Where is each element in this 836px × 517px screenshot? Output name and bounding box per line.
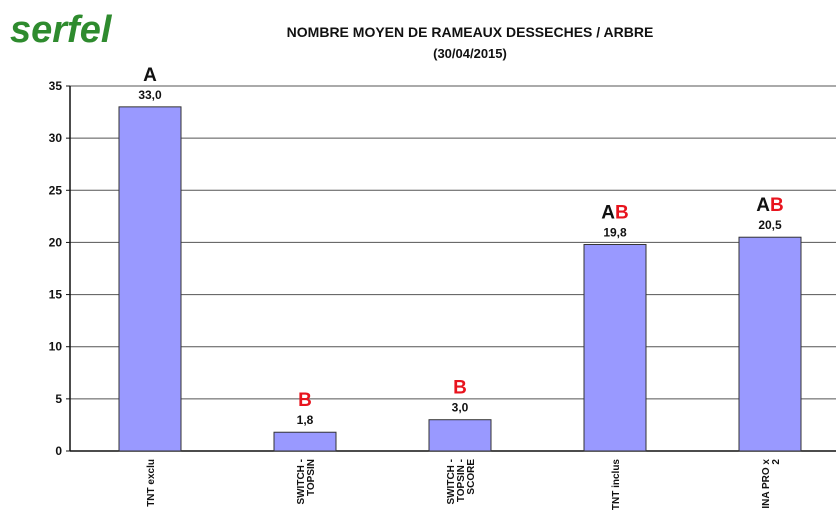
y-tick-label: 0 <box>55 444 62 458</box>
x-tick-label: TOPSIN <box>306 459 317 496</box>
group-letter: B <box>770 195 784 216</box>
group-letter: A <box>143 65 157 86</box>
group-letter: A <box>601 203 615 224</box>
chart-title: NOMBRE MOYEN DE RAMEAUX DESSECHES / ARBR… <box>287 24 654 40</box>
x-tick-label: TNT inclus <box>611 459 622 511</box>
value-label: 20,5 <box>758 218 782 232</box>
group-letters: AB <box>601 203 628 224</box>
value-label: 1,8 <box>297 413 314 427</box>
bar <box>738 236 802 452</box>
bar <box>583 244 647 452</box>
logo: serfel <box>10 9 113 51</box>
group-letter: B <box>453 378 467 399</box>
x-tick-label: TNT exclu <box>146 459 157 507</box>
x-tick-label: 2 <box>771 459 782 465</box>
y-tick-label: 35 <box>49 79 63 93</box>
value-label: 33,0 <box>138 88 162 102</box>
group-letter: B <box>298 390 312 411</box>
y-tick-label: 15 <box>49 288 63 302</box>
bar <box>428 419 492 452</box>
x-tick-label: TOPSIN - <box>456 459 467 502</box>
x-tick-label: SCORE <box>466 459 477 495</box>
group-letters: A <box>143 65 157 86</box>
x-tick-label: SWITCH - <box>296 459 307 505</box>
y-tick-label: 30 <box>49 131 63 145</box>
value-label: 3,0 <box>452 401 469 415</box>
y-tick-label: 20 <box>49 235 63 249</box>
bar <box>118 106 182 452</box>
group-letter: A <box>756 195 770 216</box>
group-letter: B <box>615 203 629 224</box>
value-label: 19,8 <box>603 226 627 240</box>
chart-subtitle: (30/04/2015) <box>433 46 507 61</box>
y-tick-label: 25 <box>49 183 63 197</box>
group-letters: B <box>453 378 467 399</box>
group-letters: B <box>298 390 312 411</box>
x-tick-label: SWITCH - <box>446 459 457 505</box>
y-tick-label: 5 <box>55 392 62 406</box>
bar <box>273 431 337 452</box>
y-tick-label: 10 <box>49 340 63 354</box>
group-letters: AB <box>756 195 783 216</box>
x-tick-label: INA PRO x <box>761 459 772 509</box>
